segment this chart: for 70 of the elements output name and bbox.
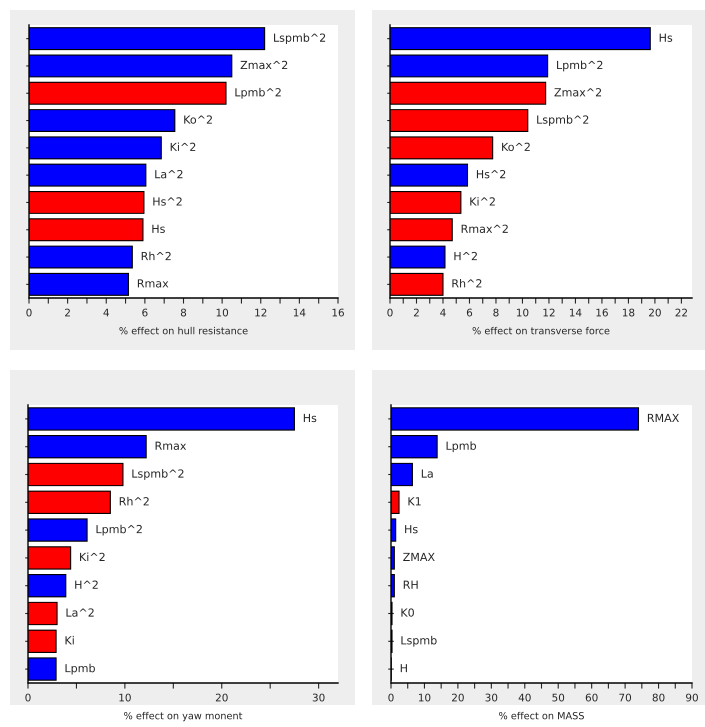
category-label: Ko^2 <box>184 115 212 124</box>
category-label: Zmax^2 <box>240 60 288 70</box>
x-tick-label: 90 <box>686 694 698 702</box>
category-label: Lspmb^2 <box>274 33 326 44</box>
x-axis-title: % effect on MASS <box>499 712 584 720</box>
x-tick-label: 0 <box>388 694 394 702</box>
x-tick-label: 12 <box>255 308 266 316</box>
x-tick-label: 8 <box>180 308 186 316</box>
x-tick-label: 2 <box>414 308 419 316</box>
category-label: Lpmb <box>66 664 95 674</box>
category-label: Lspmb <box>401 636 437 647</box>
category-label: H <box>400 664 407 672</box>
x-tick-label: 0 <box>26 308 32 316</box>
x-tick-label: 0 <box>387 308 393 316</box>
x-tick-label: 30 <box>486 694 498 702</box>
x-axis-title: % effect on yaw monent <box>124 712 242 722</box>
x-tick-label: 22 <box>676 308 687 316</box>
category-label: Ki <box>66 636 74 644</box>
category-label: Hs <box>304 414 316 422</box>
category-label: Rh^2 <box>120 496 149 506</box>
category-label: RMAX <box>648 414 679 422</box>
x-tick-label: 4 <box>103 308 109 316</box>
category-label: RH <box>404 580 418 589</box>
x-tick-label: 16 <box>596 308 608 316</box>
x-axis-title: % effect on hull resistance <box>119 326 248 334</box>
x-tick-label: 10 <box>516 308 528 316</box>
category-label: La^2 <box>155 170 182 178</box>
x-tick-label: 18 <box>622 308 634 316</box>
y-tick-label: Rmax^2 <box>462 224 508 233</box>
x-tick-label: 2 <box>65 308 70 316</box>
x-axis-title: % effect on transverse force <box>472 326 610 334</box>
category-label: Hs <box>152 224 165 233</box>
x-tick-label: 14 <box>570 308 582 316</box>
x-tick-label: 8 <box>493 308 499 316</box>
category-label: La^2 <box>66 608 94 617</box>
category-label: K0 <box>401 608 414 617</box>
x-tick-label: 70 <box>619 694 632 702</box>
x-tick-label: 60 <box>586 694 598 702</box>
category-label: Lpmb^2 <box>96 524 142 536</box>
x-tick-label: 20 <box>216 694 228 702</box>
category-label: Rmax <box>138 279 168 288</box>
category-label: Ki^2 <box>80 552 105 561</box>
x-tick-label: 6 <box>142 308 148 316</box>
category-label: H^2 <box>75 580 98 589</box>
category-label: Hs <box>405 525 418 534</box>
x-tick-label: 20 <box>649 308 661 316</box>
x-tick-label: 10 <box>216 308 228 316</box>
x-tick-label: 16 <box>332 308 344 316</box>
category-label: Lspmb^2 <box>132 469 184 480</box>
x-tick-label: 6 <box>466 308 472 316</box>
category-label: Rmax <box>156 442 186 450</box>
category-label: Rh^2 <box>142 252 171 260</box>
x-tick-label: 40 <box>518 694 531 702</box>
category-label: Lpmb <box>446 441 476 452</box>
x-tick-label: 30 <box>312 694 325 702</box>
category-label: La <box>422 469 433 478</box>
x-tick-label: 4 <box>440 308 446 316</box>
category-label: K1 <box>408 497 421 506</box>
x-tick-label: 10 <box>119 694 131 702</box>
category-label: Ki^2 <box>170 142 196 151</box>
category-label: ZMAX <box>403 552 435 561</box>
x-tick-label: 10 <box>418 694 430 702</box>
x-tick-label: 14 <box>294 308 306 316</box>
x-tick-label: 80 <box>652 694 664 702</box>
x-tick-label: 50 <box>552 694 564 702</box>
x-tick-label: 20 <box>452 694 464 702</box>
category-label: Lpmb^2 <box>235 88 281 99</box>
x-tick-label: 12 <box>543 308 555 316</box>
category-label: Hs^2 <box>153 197 182 206</box>
x-tick-label: 0 <box>25 694 31 702</box>
